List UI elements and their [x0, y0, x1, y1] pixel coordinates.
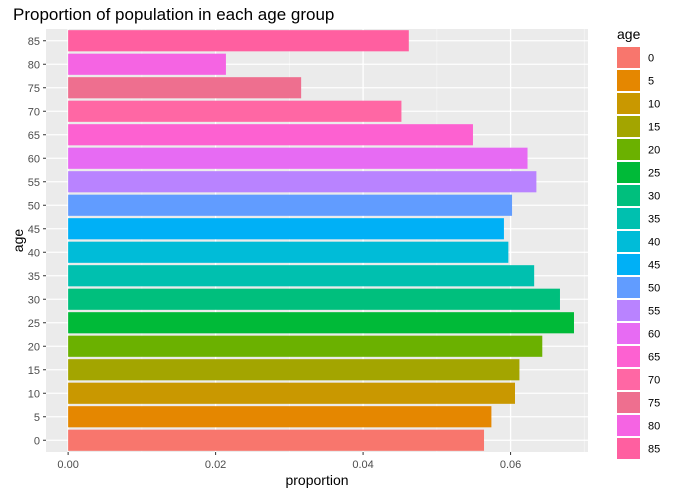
legend-key-75: [617, 392, 640, 413]
y-tick-label: 25: [28, 318, 40, 330]
legend-key-20: [617, 139, 640, 160]
bar-age-0: [68, 429, 485, 451]
bar-age-70: [68, 100, 402, 122]
legend-key-65: [617, 346, 640, 367]
y-tick-label: 10: [28, 388, 40, 400]
y-tick-label: 65: [28, 130, 40, 142]
legend-key-30: [617, 185, 640, 206]
y-tick-label: 55: [28, 177, 40, 189]
x-axis-title: proportion: [285, 472, 348, 488]
bar-age-40: [68, 241, 509, 263]
legend-label: 35: [648, 214, 660, 226]
y-tick-label: 85: [28, 36, 40, 48]
legend-key-50: [617, 277, 640, 298]
y-tick-label: 40: [28, 247, 40, 259]
legend-label: 80: [648, 421, 660, 433]
legend-key-10: [617, 93, 640, 114]
legend-label: 45: [648, 260, 660, 272]
legend-label: 50: [648, 283, 660, 295]
chart-title: Proportion of population in each age gro…: [13, 5, 334, 24]
y-tick-label: 50: [28, 200, 40, 212]
bar-age-80: [68, 53, 226, 75]
legend: age 0 5 10 15 20 25 30 35 40 45 50 55 60 65 70 75 80 85: [617, 26, 660, 459]
bar-age-60: [68, 147, 528, 169]
bar-age-75: [68, 77, 302, 99]
y-tick-label: 35: [28, 271, 40, 283]
x-tick-label: 0.00: [57, 459, 78, 471]
legend-key-80: [617, 415, 640, 436]
legend-key-85: [617, 438, 640, 459]
y-tick-label: 30: [28, 294, 40, 306]
x-axis-ticks: 0.00 0.02 0.04 0.06: [57, 452, 521, 471]
legend-label: 40: [648, 237, 660, 249]
bar-age-65: [68, 124, 473, 146]
y-tick-label: 20: [28, 341, 40, 353]
y-tick-label: 45: [28, 224, 40, 236]
legend-label: 10: [648, 99, 660, 111]
y-axis-title: age: [10, 229, 26, 253]
legend-title: age: [617, 26, 641, 42]
bar-age-15: [68, 359, 520, 381]
y-axis-ticks: 0 5 10 15 20 25 30 35 40 45 50 55 60 65 70 75 80 85: [28, 36, 46, 447]
legend-key-45: [617, 254, 640, 275]
bar-age-10: [68, 382, 515, 404]
legend-key-5: [617, 70, 640, 91]
x-tick-label: 0.04: [352, 459, 373, 471]
plot-panel: [46, 29, 588, 452]
legend-key-40: [617, 231, 640, 252]
bar-age-35: [68, 265, 535, 287]
bar-age-55: [68, 171, 537, 193]
bars: [68, 30, 574, 451]
legend-label: 15: [648, 122, 660, 134]
legend-key-15: [617, 116, 640, 137]
legend-label: 55: [648, 306, 660, 318]
legend-key-35: [617, 208, 640, 229]
legend-label: 0: [648, 53, 654, 65]
legend-label: 5: [648, 76, 654, 88]
x-tick-label: 0.06: [500, 459, 521, 471]
y-tick-label: 5: [34, 412, 40, 424]
bar-age-20: [68, 335, 543, 357]
legend-label: 60: [648, 329, 660, 341]
legend-label: 20: [648, 145, 660, 157]
x-tick-label: 0.02: [205, 459, 226, 471]
legend-label: 65: [648, 352, 660, 364]
bar-age-85: [68, 30, 409, 52]
y-tick-label: 0: [34, 435, 40, 447]
bar-age-25: [68, 312, 574, 334]
legend-label: 30: [648, 191, 660, 203]
legend-key-70: [617, 369, 640, 390]
legend-label: 85: [648, 444, 660, 456]
legend-label: 75: [648, 398, 660, 410]
legend-key-55: [617, 300, 640, 321]
bar-age-45: [68, 218, 504, 240]
bar-age-5: [68, 406, 492, 428]
bar-age-50: [68, 194, 513, 216]
y-tick-label: 80: [28, 59, 40, 71]
legend-label: 25: [648, 168, 660, 180]
legend-label: 70: [648, 375, 660, 387]
legend-key-60: [617, 323, 640, 344]
y-tick-label: 70: [28, 106, 40, 118]
bar-age-30: [68, 288, 560, 310]
y-tick-label: 75: [28, 83, 40, 95]
legend-key-0: [617, 47, 640, 68]
y-tick-label: 15: [28, 365, 40, 377]
y-tick-label: 60: [28, 153, 40, 165]
legend-key-25: [617, 162, 640, 183]
